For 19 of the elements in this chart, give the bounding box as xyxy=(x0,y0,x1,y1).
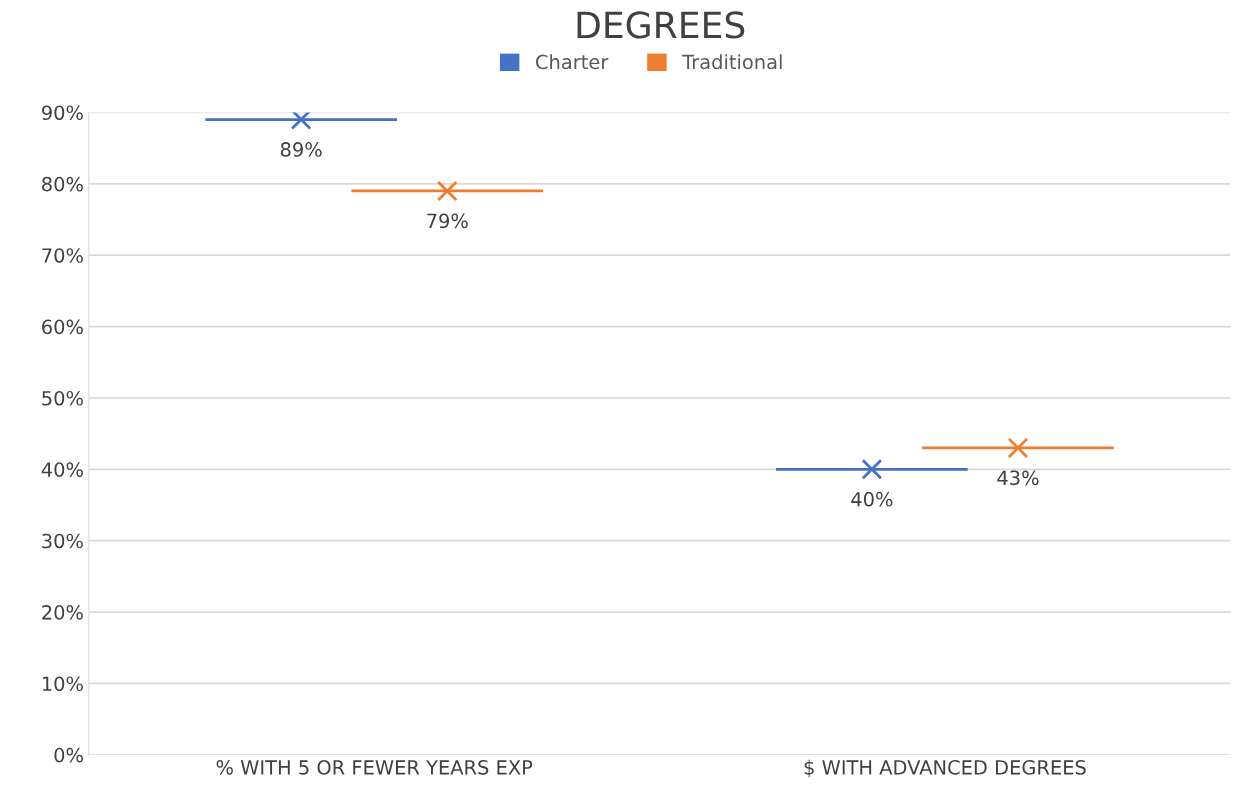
y-tick-label: 30% xyxy=(42,533,83,549)
data-label: 89% xyxy=(280,142,322,157)
y-tick-label: 70% xyxy=(42,248,83,263)
y-tick-label: 50% xyxy=(42,390,83,406)
data-label: 43% xyxy=(997,470,1039,486)
y-tick-label: 80% xyxy=(42,176,83,192)
data-label: 79% xyxy=(427,213,468,229)
y-tick-label: 60% xyxy=(42,319,83,335)
y-tick-label: 10% xyxy=(42,676,83,692)
legend-label: Traditional xyxy=(682,54,782,70)
y-tick-label: 0% xyxy=(54,747,83,763)
y-tick-label: 90% xyxy=(41,105,83,121)
x-tick-label: % WITH 5 OR FEWER YEARS EXP xyxy=(216,760,533,775)
y-tick-label: 20% xyxy=(42,605,83,620)
chart-title: DEGREES xyxy=(577,11,745,39)
data-label: 40% xyxy=(851,491,893,507)
y-tick-label: 40% xyxy=(41,462,83,477)
x-tick-label: $ WITH ADVANCED DEGREES xyxy=(804,759,1086,778)
legend-label: Charter xyxy=(536,54,609,70)
